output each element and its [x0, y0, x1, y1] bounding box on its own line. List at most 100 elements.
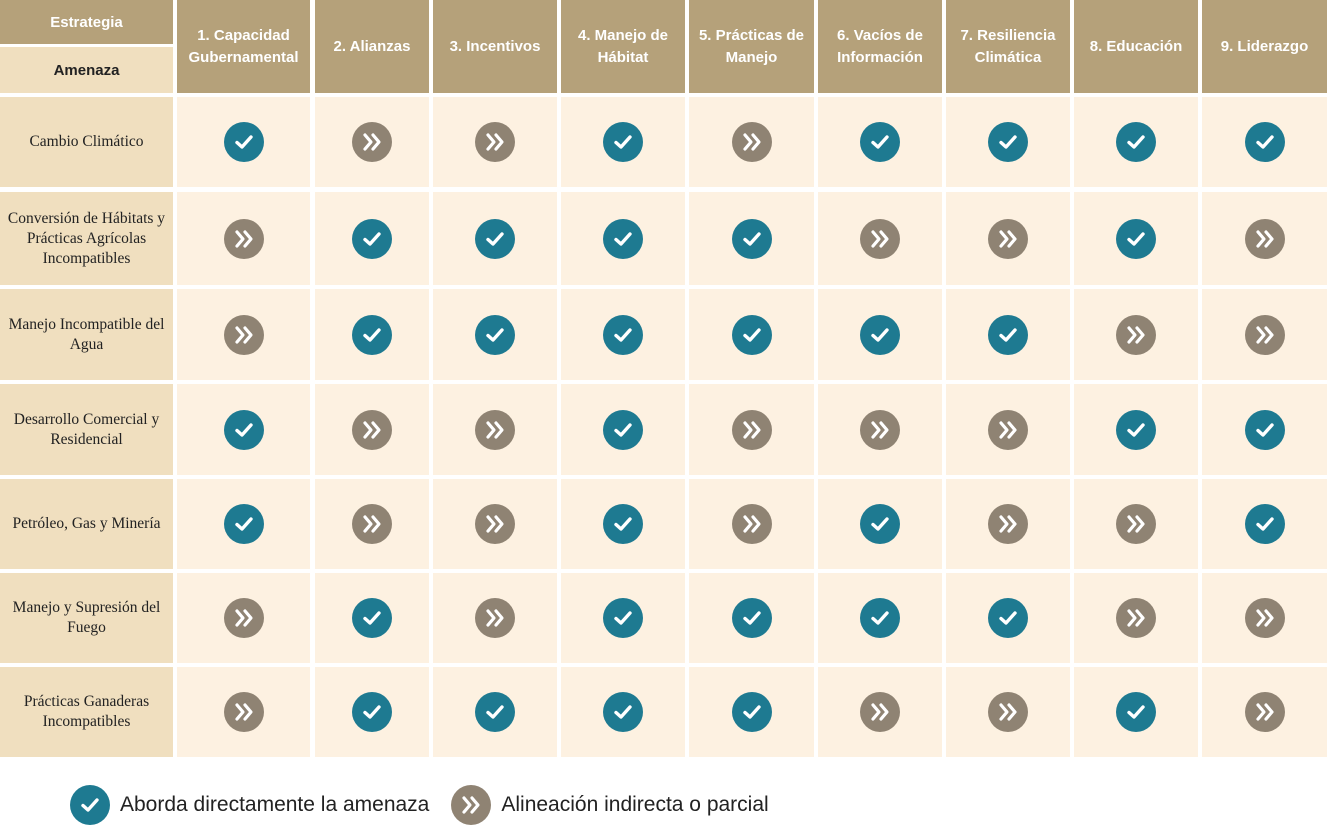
matrix-cell [561, 192, 685, 285]
strategy-column-header: 1. Capacidad Gubernamental [177, 0, 310, 93]
strategy-column-header: 3. Incentivos [433, 0, 557, 93]
legend-direct-label: Aborda directamente la amenaza [120, 793, 430, 816]
double-chevron-right-icon [731, 409, 772, 450]
matrix-cell [315, 289, 429, 380]
matrix-cell [433, 97, 557, 187]
threat-row-label: Prácticas Ganaderas Incompatibles [0, 667, 173, 757]
check-circle-icon [731, 314, 772, 355]
legend-indirect: Alineación indirecta o parcial [451, 785, 769, 825]
check-circle-icon [352, 218, 392, 259]
matrix-cell [818, 479, 942, 569]
matrix-cell [315, 384, 429, 475]
check-circle-icon [603, 122, 643, 162]
check-circle-icon [731, 598, 772, 638]
threat-row-label: Conversión de Hábitats y Prácticas Agríc… [0, 192, 173, 285]
matrix-cell [177, 97, 310, 187]
matrix-cell [1202, 384, 1327, 475]
double-chevron-right-icon [352, 122, 392, 162]
strategy-column-header: 7. Resiliencia Climática [946, 0, 1070, 93]
legend: Aborda directamente la amenaza Alineació… [70, 784, 791, 826]
strategy-threat-matrix: Estrategia Amenaza 1. Capacidad Gubernam… [0, 0, 1327, 757]
matrix-cell [433, 192, 557, 285]
matrix-cell [689, 479, 814, 569]
double-chevron-right-icon [223, 218, 264, 259]
double-chevron-right-icon [223, 314, 264, 355]
matrix-cell [1202, 97, 1327, 187]
double-chevron-right-icon [731, 504, 772, 544]
matrix-cell [561, 97, 685, 187]
strategy-header-label: Estrategia [0, 0, 173, 44]
matrix-cell [561, 384, 685, 475]
check-circle-icon [988, 314, 1028, 355]
matrix-cell [433, 479, 557, 569]
matrix-cell [689, 289, 814, 380]
matrix-cell [561, 573, 685, 663]
check-circle-icon [223, 122, 264, 162]
matrix-cell [433, 384, 557, 475]
double-chevron-right-icon [988, 409, 1028, 450]
matrix-cell [818, 289, 942, 380]
matrix-cell [1202, 573, 1327, 663]
check-circle-icon [1244, 409, 1285, 450]
matrix-cell [177, 192, 310, 285]
matrix-cell [1074, 479, 1198, 569]
matrix-cell [561, 289, 685, 380]
legend-direct: Aborda directamente la amenaza [70, 785, 429, 825]
double-chevron-right-icon [352, 504, 392, 544]
check-circle-icon [352, 598, 392, 638]
matrix-cell [1074, 97, 1198, 187]
matrix-cell [689, 573, 814, 663]
check-circle-icon [731, 692, 772, 732]
matrix-cell [946, 289, 1070, 380]
matrix-cell [177, 289, 310, 380]
matrix-cell [177, 479, 310, 569]
matrix-cell [433, 573, 557, 663]
check-circle-icon [731, 218, 772, 259]
double-chevron-right-icon [1244, 692, 1285, 732]
matrix-cell [1074, 384, 1198, 475]
double-chevron-right-icon [475, 598, 515, 638]
matrix-cell [818, 384, 942, 475]
check-circle-icon [860, 504, 900, 544]
matrix-cell [1202, 289, 1327, 380]
double-chevron-right-icon [988, 692, 1028, 732]
check-circle-icon [603, 598, 643, 638]
double-chevron-right-icon [352, 409, 392, 450]
threat-row-label: Manejo y Supresión del Fuego [0, 573, 173, 663]
matrix-cell [818, 97, 942, 187]
matrix-cell [689, 192, 814, 285]
matrix-cell [946, 479, 1070, 569]
check-circle-icon [223, 504, 264, 544]
matrix-cell [433, 289, 557, 380]
threat-row-label: Desarrollo Comercial y Residencial [0, 384, 173, 475]
matrix-cell [818, 667, 942, 757]
double-chevron-right-icon [860, 218, 900, 259]
strategy-column-header: 2. Alianzas [315, 0, 429, 93]
matrix-cell [689, 97, 814, 187]
matrix-cell [561, 667, 685, 757]
matrix-cell [946, 192, 1070, 285]
double-chevron-right-icon [1116, 504, 1156, 544]
legend-indirect-label: Alineación indirecta o parcial [501, 793, 769, 816]
matrix-cell [315, 479, 429, 569]
check-circle-icon [1116, 692, 1156, 732]
check-circle-icon [603, 218, 643, 259]
double-chevron-right-icon [223, 598, 264, 638]
matrix-cell [177, 573, 310, 663]
double-chevron-right-icon [988, 504, 1028, 544]
threat-row-label: Cambio Climático [0, 97, 173, 187]
check-circle-icon [1116, 218, 1156, 259]
double-chevron-right-icon [475, 409, 515, 450]
check-circle-icon [860, 122, 900, 162]
double-chevron-right-icon [1244, 218, 1285, 259]
check-circle-icon [988, 122, 1028, 162]
check-circle-icon [475, 692, 515, 732]
check-circle-icon [603, 409, 643, 450]
double-chevron-right-icon [451, 785, 492, 825]
matrix-cell [689, 384, 814, 475]
double-chevron-right-icon [988, 218, 1028, 259]
check-circle-icon [475, 314, 515, 355]
strategy-column-header: 8. Educación [1074, 0, 1198, 93]
check-circle-icon [1116, 122, 1156, 162]
threat-row-label: Petróleo, Gas y Minería [0, 479, 173, 569]
